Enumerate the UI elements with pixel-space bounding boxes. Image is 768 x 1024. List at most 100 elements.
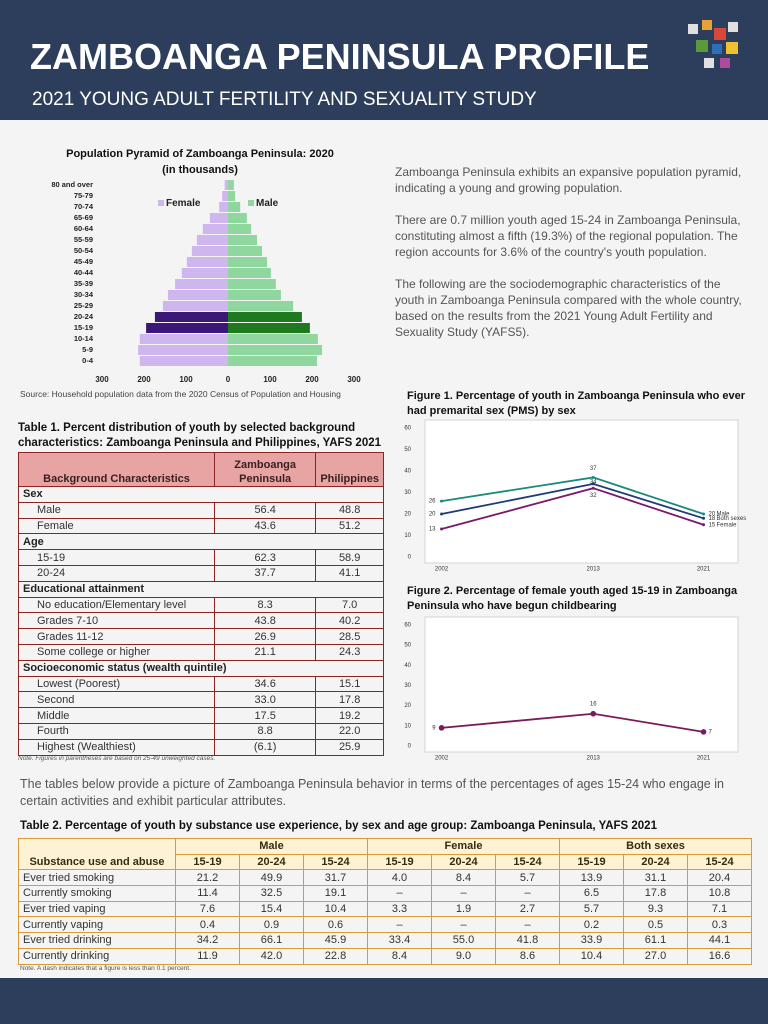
bar <box>202 224 228 234</box>
row-label: Currently drinking <box>18 947 176 965</box>
x-tick-label: 2021 <box>697 756 711 762</box>
y-tick-label: 20 <box>404 703 411 709</box>
pyramid-title: Population Pyramid of Zamboanga Peninsul… <box>30 146 370 178</box>
cell: 0.2 <box>559 916 624 934</box>
bar <box>196 235 228 245</box>
x-tick-label: 2002 <box>435 756 449 762</box>
age-header: 15-24 <box>687 853 752 871</box>
y-tick-label: 30 <box>404 683 411 689</box>
cell: 3.3 <box>367 900 432 918</box>
point <box>591 486 595 490</box>
group-header: Male <box>175 838 368 855</box>
data-label: 18 <box>709 516 716 522</box>
table-1: Background Characteristics Zamboanga Peni… <box>18 452 384 756</box>
intro-paragraph: There are 0.7 million youth aged 15-24 i… <box>395 213 741 259</box>
data-label: 20 <box>709 512 716 518</box>
header-row: 15-19 20-24 15-24 15-19 20-24 15-24 15-19 20-24… <box>19 853 752 871</box>
x-tick-label: 2013 <box>587 567 601 573</box>
figure-title: Figure 1. Percentage of youth in Zamboan… <box>407 390 746 417</box>
cell: 33.4 <box>367 932 432 949</box>
x-tick-label: 2013 <box>587 756 601 762</box>
y-tick-label: 50 <box>404 447 411 453</box>
data-row: 20-24 37.7 41.1 <box>18 564 384 582</box>
cell: 19.2 <box>315 707 384 724</box>
legend-swatch <box>248 200 254 206</box>
y-tick-label: 30 <box>404 490 411 496</box>
bar <box>191 246 228 256</box>
point <box>702 523 706 527</box>
age-label: 20-24 <box>74 312 94 321</box>
row-label: 20-24 <box>18 564 215 582</box>
x-tick-label: 200 <box>137 375 151 384</box>
data-label: 15 <box>709 522 716 528</box>
age-label: 15-19 <box>74 323 93 332</box>
cell: 0.5 <box>623 916 688 934</box>
x-tick-label: 100 <box>179 375 193 384</box>
column-header: Zamboanga Peninsula <box>213 452 317 487</box>
cell: 9.0 <box>431 947 496 965</box>
age-label: 25-29 <box>74 301 93 310</box>
bar <box>228 345 323 355</box>
cell: 66.1 <box>239 932 304 949</box>
data-row: 15-19 62.3 58.9 <box>18 549 384 566</box>
y-tick-label: 40 <box>404 663 411 669</box>
table-note: Note. Figures in parentheses are based o… <box>18 755 216 762</box>
y-tick-label: 0 <box>408 555 412 561</box>
column-header: Philippines <box>315 452 384 487</box>
bar <box>228 323 310 333</box>
cell: 42.0 <box>239 947 304 965</box>
data-row: Ever tried vaping 7.6 15.4 10.4 3.3 1.9 2.7 5.7… <box>18 900 752 918</box>
data-row: Lowest (Poorest) 34.6 15.1 <box>18 675 384 693</box>
figure-title: Figure 2. Percentage of female youth age… <box>407 585 738 612</box>
pyramid-source: Source: Household population data from t… <box>20 389 341 399</box>
group-header: Female <box>367 838 560 855</box>
bar <box>228 213 247 223</box>
age-label: 50-54 <box>74 246 94 255</box>
bar <box>228 334 318 344</box>
y-tick-label: 60 <box>404 623 411 629</box>
age-label: 80 and over <box>51 180 93 189</box>
bar <box>175 279 228 289</box>
age-label: 60-64 <box>74 224 94 233</box>
table-title: Table 1. Percent distribution of youth b… <box>18 422 382 449</box>
data-row: Ever tried smoking 21.2 49.9 31.7 4.0 8.4 5.7 1… <box>18 869 752 887</box>
page-title: ZAMBOANGA PENINSULA PROFILE <box>30 36 650 77</box>
data-label: 32 <box>590 493 597 499</box>
plot-frame <box>424 616 739 753</box>
age-label: 70-74 <box>74 202 94 211</box>
age-label: 0-4 <box>82 356 94 365</box>
x-tick-label: 0 <box>226 375 231 384</box>
data-row: Male 56.4 48.8 <box>18 501 384 519</box>
row-header: Substance use and abuse <box>18 837 176 871</box>
bar <box>228 257 268 267</box>
cell: 8.6 <box>495 947 560 965</box>
bar <box>181 268 228 278</box>
column-header: Background Characteristics <box>18 452 215 487</box>
page-subtitle: 2021 YOUNG ADULT FERTILITY AND SEXUALITY… <box>32 89 537 110</box>
y-tick-label: 0 <box>408 744 412 750</box>
age-label: 10-14 <box>74 334 94 343</box>
cell: 11.4 <box>175 885 240 902</box>
header-band <box>0 0 768 120</box>
x-tick-label: 300 <box>95 375 109 384</box>
intro-paragraph: The following are the sociodemographic c… <box>395 277 742 339</box>
series-label: Female <box>717 522 738 528</box>
bar <box>186 257 228 267</box>
bar <box>228 224 252 234</box>
point <box>591 475 595 479</box>
age-label: 45-49 <box>74 257 93 266</box>
x-tick-label: 100 <box>263 375 277 384</box>
point <box>438 725 445 731</box>
bar <box>228 268 271 278</box>
y-tick-label: 40 <box>404 469 411 475</box>
data-label: 20 <box>429 512 436 518</box>
point <box>590 710 597 717</box>
age-label: 5-9 <box>82 345 93 354</box>
series-label: Both sexes <box>717 516 747 522</box>
bar <box>228 356 318 366</box>
bar <box>224 180 228 190</box>
x-tick-label: 300 <box>347 375 361 384</box>
legend-label: Female <box>166 198 201 209</box>
